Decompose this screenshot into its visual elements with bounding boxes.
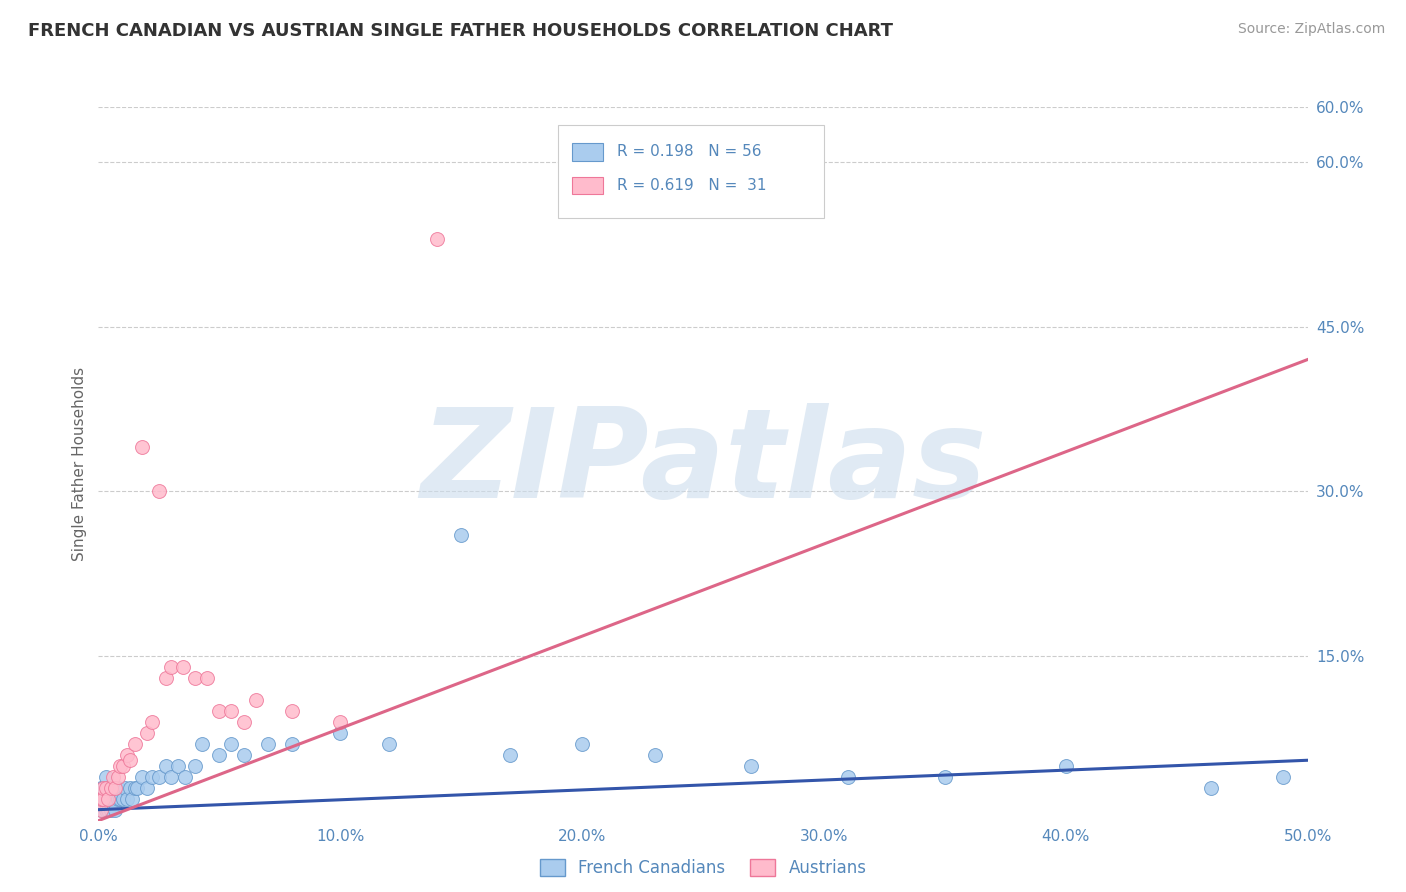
Point <box>90 803 112 817</box>
Point <box>131 770 153 784</box>
Point <box>101 780 124 795</box>
Point <box>101 770 124 784</box>
Point <box>195 671 218 685</box>
Point <box>232 714 254 729</box>
Point <box>281 737 304 751</box>
Point <box>208 704 231 718</box>
Point <box>184 671 207 685</box>
Point <box>107 780 129 795</box>
Point <box>104 780 127 795</box>
Point <box>172 660 194 674</box>
FancyBboxPatch shape <box>558 125 824 218</box>
Point <box>94 803 117 817</box>
Point <box>377 737 399 751</box>
Point <box>111 758 134 772</box>
Point <box>155 671 177 685</box>
Point <box>97 791 120 805</box>
FancyBboxPatch shape <box>572 143 603 161</box>
Point <box>155 758 177 772</box>
Point <box>107 770 129 784</box>
Point <box>91 803 114 817</box>
Point <box>97 791 120 805</box>
Point <box>117 747 139 762</box>
Y-axis label: Single Father Households: Single Father Households <box>72 367 87 561</box>
Point <box>118 780 141 795</box>
Point <box>114 780 136 795</box>
Point <box>118 753 141 767</box>
Point <box>94 770 117 784</box>
Point <box>837 770 859 784</box>
Text: R = 0.619   N =  31: R = 0.619 N = 31 <box>617 178 766 193</box>
Point <box>94 780 117 795</box>
Point <box>91 780 114 795</box>
Point <box>329 714 352 729</box>
Point <box>111 791 134 805</box>
Point <box>91 791 114 805</box>
Point <box>121 791 143 805</box>
Point <box>101 791 124 805</box>
Point <box>127 780 149 795</box>
Point <box>90 803 112 817</box>
Point <box>167 758 190 772</box>
Point <box>221 737 243 751</box>
Text: R = 0.198   N = 56: R = 0.198 N = 56 <box>617 145 762 160</box>
Point <box>90 780 112 795</box>
Point <box>329 726 352 740</box>
Point <box>450 528 472 542</box>
Point <box>184 758 207 772</box>
Point <box>256 737 278 751</box>
Point <box>135 780 157 795</box>
Point <box>97 803 120 817</box>
Point <box>498 747 520 762</box>
Point <box>281 704 304 718</box>
FancyBboxPatch shape <box>572 177 603 194</box>
Point <box>148 770 170 784</box>
Legend: French Canadians, Austrians: French Canadians, Austrians <box>533 852 873 884</box>
Point <box>1054 758 1077 772</box>
Point <box>1199 780 1222 795</box>
Point <box>91 791 114 805</box>
Point <box>740 758 762 772</box>
Point <box>124 737 146 751</box>
Point <box>245 693 267 707</box>
Point <box>117 791 139 805</box>
Point <box>571 737 593 751</box>
Point <box>97 780 120 795</box>
Point <box>100 780 122 795</box>
Point <box>221 704 243 718</box>
Point <box>90 791 112 805</box>
Point <box>426 232 449 246</box>
Point <box>141 714 163 729</box>
Point <box>124 780 146 795</box>
Text: ZIPatlas: ZIPatlas <box>420 403 986 524</box>
Point <box>108 791 131 805</box>
Point <box>104 780 127 795</box>
Point <box>131 441 153 455</box>
Point <box>644 747 666 762</box>
Point <box>100 791 122 805</box>
Point <box>107 791 129 805</box>
Point <box>934 770 956 784</box>
Point <box>94 791 117 805</box>
Text: Source: ZipAtlas.com: Source: ZipAtlas.com <box>1237 22 1385 37</box>
Point <box>191 737 214 751</box>
Point <box>135 726 157 740</box>
Point <box>100 780 122 795</box>
Point <box>100 803 122 817</box>
Point <box>104 803 127 817</box>
Point <box>108 758 131 772</box>
Point <box>174 770 197 784</box>
Point <box>160 660 183 674</box>
Point <box>90 791 112 805</box>
Point <box>232 747 254 762</box>
Point <box>141 770 163 784</box>
Point <box>1272 770 1295 784</box>
Point <box>160 770 183 784</box>
Text: FRENCH CANADIAN VS AUSTRIAN SINGLE FATHER HOUSEHOLDS CORRELATION CHART: FRENCH CANADIAN VS AUSTRIAN SINGLE FATHE… <box>28 22 893 40</box>
Point <box>148 484 170 499</box>
Point <box>208 747 231 762</box>
Point <box>91 780 114 795</box>
